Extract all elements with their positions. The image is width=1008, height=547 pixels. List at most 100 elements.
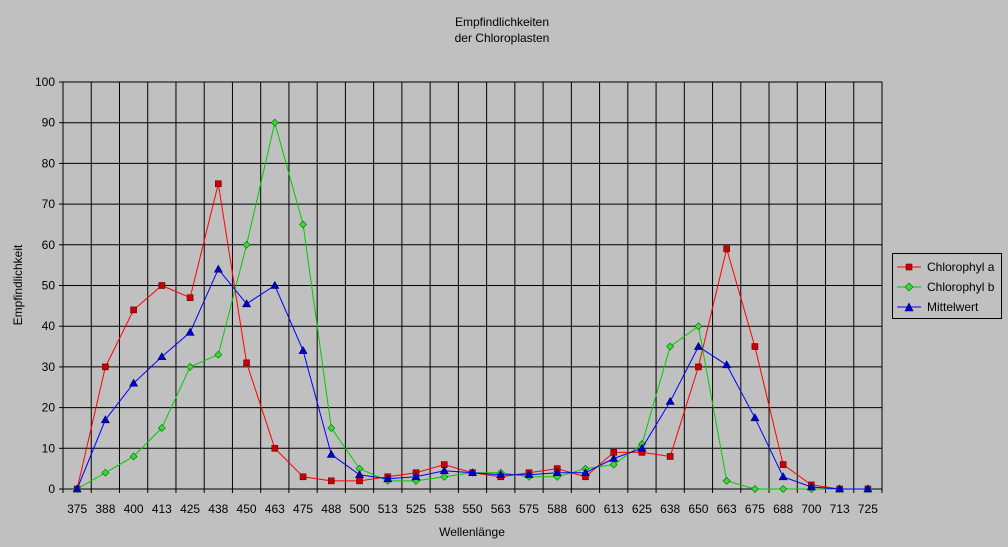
x-tick-label: 500 [350, 502, 370, 516]
x-tick-label: 450 [237, 502, 257, 516]
x-tick-label: 375 [67, 502, 87, 516]
y-axis-label: Empfindlichkeit [11, 244, 25, 325]
y-tick-label: 70 [42, 197, 56, 211]
data-point-mittelwert [552, 468, 562, 477]
legend-swatch-mittelwert [897, 302, 921, 312]
data-point-chlorophyl-b [666, 342, 675, 351]
x-tick-label: 463 [265, 502, 285, 516]
y-tick-label: 80 [42, 156, 56, 170]
legend-swatch-chlorophyl-a [897, 263, 921, 271]
data-point-chlorophyl-b [157, 424, 166, 432]
legend-label-chlorophyl-b: Chlorophyl b [927, 280, 995, 294]
data-point-chlorophyl-b [270, 118, 279, 127]
legend-label-mittelwert: Mittelwert [927, 300, 979, 314]
x-tick-label: 700 [801, 502, 821, 516]
x-tick-label: 600 [575, 502, 595, 516]
data-point-chlorophyl-b [609, 460, 618, 469]
x-axis-label: Wellenlänge [439, 525, 505, 539]
x-tick-label: 525 [406, 502, 426, 516]
x-tick-label: 588 [547, 502, 567, 516]
data-point-mittelwert [185, 327, 195, 336]
data-point-chlorophyl-b [214, 350, 223, 359]
data-point-chlorophyl-a [723, 245, 730, 253]
data-point-mittelwert [580, 468, 590, 477]
y-tick-label: 90 [42, 116, 56, 130]
legend-item-chlorophyl-a: Chlorophyl a [897, 258, 994, 276]
x-tick-label: 688 [773, 502, 793, 516]
x-tick-label: 613 [604, 502, 624, 516]
x-tick-label: 663 [717, 502, 737, 516]
data-point-chlorophyl-b [750, 485, 759, 493]
x-tick-label: 713 [830, 502, 850, 516]
x-tick-label: 538 [434, 502, 454, 516]
data-point-chlorophyl-b [779, 485, 788, 493]
data-point-chlorophyl-a [130, 306, 137, 314]
data-point-chlorophyl-a [102, 363, 109, 371]
data-point-mittelwert [72, 484, 82, 493]
data-point-chlorophyl-a [695, 363, 702, 371]
data-point-mittelwert [157, 352, 167, 361]
y-tick-label: 100 [35, 75, 55, 89]
x-tick-label: 488 [321, 502, 341, 516]
data-point-mittelwert [213, 264, 223, 273]
data-point-mittelwert [637, 443, 647, 452]
y-tick-label: 40 [42, 319, 56, 333]
data-point-chlorophyl-b [101, 468, 110, 477]
series-mittelwert [72, 264, 873, 493]
y-tick-label: 0 [48, 482, 55, 496]
data-point-mittelwert [355, 470, 365, 479]
data-point-mittelwert [129, 378, 139, 387]
x-tick-label: 550 [462, 502, 482, 516]
data-point-mittelwert [439, 466, 449, 474]
x-tick-label: 650 [688, 502, 708, 516]
x-tick-label: 413 [152, 502, 172, 516]
y-tick-label: 30 [42, 360, 56, 374]
data-point-mittelwert [750, 413, 760, 422]
data-point-chlorophyl-a [215, 180, 222, 188]
legend-item-chlorophyl-b: Chlorophyl b [897, 278, 994, 296]
x-axis-ticks: 375 388 400 413 425 438 450 463 475 488 500 513 525 5… [62, 489, 883, 516]
chart-subtitle: der Chloroplasten [455, 31, 550, 45]
y-tick-label: 50 [42, 279, 56, 293]
x-tick-label: 425 [180, 502, 200, 516]
data-point-mittelwert [467, 468, 478, 477]
data-point-mittelwert [242, 299, 252, 308]
data-point-mittelwert [665, 396, 675, 405]
data-point-chlorophyl-b [694, 322, 703, 331]
data-point-mittelwert [326, 449, 336, 458]
data-point-chlorophyl-b [440, 472, 449, 481]
x-tick-label: 400 [124, 502, 144, 516]
data-point-mittelwert [609, 453, 619, 462]
data-point-mittelwert [806, 482, 816, 491]
data-point-mittelwert [778, 472, 788, 481]
y-tick-label: 60 [42, 238, 56, 252]
data-point-chlorophyl-a [327, 477, 335, 485]
y-tick-label: 10 [42, 441, 56, 455]
data-point-chlorophyl-b [186, 362, 195, 371]
data-point-chlorophyl-a [356, 477, 363, 485]
data-point-chlorophyl-a [779, 461, 787, 468]
x-tick-label: 563 [491, 502, 511, 516]
data-point-mittelwert [383, 474, 393, 483]
data-point-mittelwert [298, 346, 308, 354]
x-tick-label: 675 [745, 502, 765, 516]
data-point-chlorophyl-a [186, 294, 194, 302]
data-point-mittelwert [524, 470, 534, 479]
data-point-mittelwert [835, 484, 845, 493]
data-point-chlorophyl-a [158, 282, 166, 289]
data-point-chlorophyl-a [751, 343, 759, 350]
legend-item-mittelwert: Mittelwert [897, 298, 978, 316]
x-tick-label: 638 [660, 502, 680, 516]
data-point-mittelwert [411, 472, 421, 481]
data-point-chlorophyl-a [243, 359, 250, 367]
data-point-chlorophyl-b [129, 452, 138, 461]
data-point-chlorophyl-a [299, 473, 307, 481]
x-tick-label: 625 [632, 502, 652, 516]
legend-swatch-chlorophyl-b [897, 282, 921, 292]
x-tick-label: 575 [519, 502, 539, 516]
data-point-chlorophyl-b [242, 240, 251, 249]
legend: Chlorophyl a Chlorophyl b Mittelwert [892, 253, 1002, 319]
data-point-chlorophyl-b [299, 220, 307, 229]
